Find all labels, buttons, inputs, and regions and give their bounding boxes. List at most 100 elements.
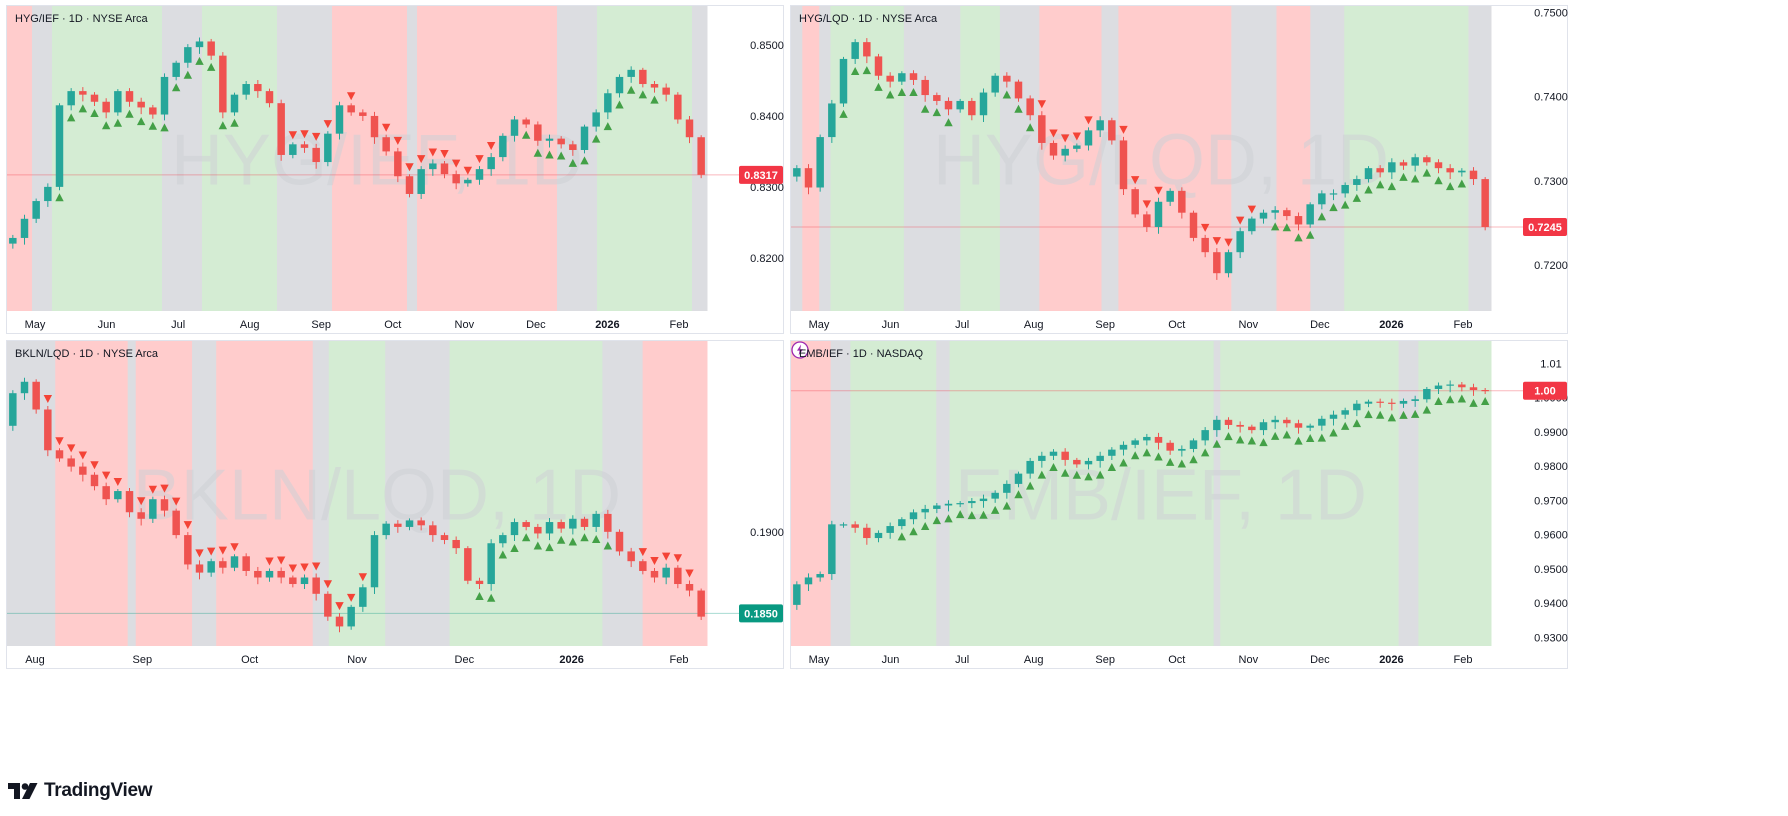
candle: [277, 99, 285, 161]
buy-signal-marker: [1410, 409, 1420, 418]
candle: [195, 560, 204, 580]
buy-signal-marker: [603, 122, 613, 131]
sell-signal-marker: [463, 166, 473, 175]
chart-bkln-lqd[interactable]: BKLN/LQD, 1D 0.1900 Aug Sep Oct Nov Dec 2026 Feb…: [7, 341, 785, 670]
candle-body: [968, 501, 976, 504]
x-axis-tick: Aug: [1024, 319, 1044, 331]
regime-band-gray: [819, 6, 832, 311]
candle-body: [90, 94, 99, 102]
sell-signal-marker: [1037, 100, 1047, 109]
buy-signal-marker: [897, 87, 907, 96]
candle: [697, 135, 705, 179]
candle-body: [1038, 455, 1046, 461]
x-axis-tick: Aug: [240, 319, 260, 331]
candle-body: [534, 124, 542, 141]
candle: [522, 520, 530, 531]
candle: [1446, 164, 1454, 180]
candle-body: [851, 524, 859, 528]
candle-body: [1003, 75, 1011, 82]
candle-body: [207, 561, 215, 573]
candle: [382, 521, 390, 540]
candle: [1329, 189, 1338, 201]
candle: [1259, 419, 1268, 436]
regime-band-green: [202, 6, 278, 311]
buy-signal-marker: [626, 85, 636, 94]
candle-body: [1143, 214, 1151, 227]
buy-signal-marker: [90, 108, 99, 117]
chart-panel-bkln-lqd[interactable]: BKLN/LQD · 1D · NYSE Arca BKLN/LQD, 1D 0.…: [6, 340, 784, 669]
buy-signal-marker: [1142, 448, 1152, 457]
chart-panel-hyg-lqd[interactable]: HYG/LQD · 1D · NYSE Arca HYG/LQD, 1D 0.75…: [790, 5, 1568, 334]
candle-body: [1283, 419, 1291, 424]
buy-signal-marker: [1364, 410, 1373, 419]
candle: [359, 109, 367, 121]
chart-emb-ief[interactable]: EMB/IEF, 1D1.011.00000.99000.98000.97000…: [791, 341, 1569, 670]
candle: [898, 71, 906, 85]
sell-signal-marker: [440, 149, 449, 158]
sell-signal-marker: [486, 142, 496, 151]
candle: [324, 591, 332, 621]
chart-panel-emb-ief[interactable]: EMB/IEF · 1D · NASDAQ EMB/IEF, 1D1.011.0…: [790, 340, 1568, 669]
buy-signal-marker: [650, 95, 659, 104]
buy-signal-marker: [979, 510, 988, 519]
candle: [265, 568, 274, 582]
sell-signal-marker: [1130, 176, 1140, 185]
lightning-icon[interactable]: [791, 341, 809, 359]
buy-signal-marker: [1422, 405, 1432, 414]
regime-band-red: [1276, 6, 1311, 311]
sell-signal-marker: [171, 497, 181, 506]
candle-body: [1096, 120, 1104, 131]
buy-signal-marker: [1095, 470, 1105, 479]
candle: [697, 588, 705, 620]
candle: [557, 519, 565, 533]
candle: [20, 377, 29, 400]
candle-body: [219, 55, 227, 113]
buy-signal-marker: [1200, 448, 1210, 457]
candle: [1166, 188, 1174, 206]
buy-signal-marker: [1084, 472, 1093, 481]
candle-body: [1458, 170, 1466, 173]
buy-signal-marker: [944, 514, 953, 523]
candle: [1434, 382, 1443, 395]
y-axis-tick: 0.8200: [750, 253, 784, 265]
regime-band-red: [216, 341, 314, 646]
candle-body: [335, 105, 344, 134]
candle: [1073, 457, 1081, 468]
chart-panel-hyg-ief[interactable]: HYG/IEF · 1D · NYSE Arca HYG/IEF, 1D 0.85…: [6, 5, 784, 334]
candle: [90, 472, 99, 491]
candle-body: [674, 567, 682, 585]
candle-body: [1119, 444, 1128, 450]
candle: [1388, 158, 1396, 180]
tradingview-brand[interactable]: TradingView: [8, 776, 153, 806]
candle: [1306, 202, 1314, 228]
candle-body: [114, 91, 122, 113]
candle: [1213, 415, 1221, 437]
buy-signal-marker: [160, 123, 169, 132]
candle-body: [44, 186, 52, 202]
x-axis-tick: Oct: [241, 654, 258, 666]
candle: [804, 164, 813, 195]
buy-signal-marker: [1305, 230, 1315, 239]
candle: [1294, 212, 1303, 231]
candle: [1364, 166, 1373, 183]
regime-band-green: [830, 6, 905, 311]
candle: [1388, 398, 1396, 411]
buy-signal-marker: [1270, 222, 1280, 231]
regime-band-red: [417, 6, 558, 311]
buy-signal-marker: [55, 193, 64, 202]
candle-body: [417, 520, 425, 526]
candle: [685, 115, 694, 144]
candle: [1458, 382, 1466, 392]
candle: [1481, 177, 1489, 231]
candle-body: [184, 47, 192, 63]
candle-body: [1364, 401, 1373, 404]
candle-body: [1259, 212, 1268, 219]
sell-signal-marker: [638, 548, 648, 557]
candle: [429, 521, 437, 542]
candle-body: [510, 522, 519, 536]
candle: [991, 490, 999, 503]
candle: [1271, 415, 1279, 429]
candle-body: [1318, 193, 1326, 205]
